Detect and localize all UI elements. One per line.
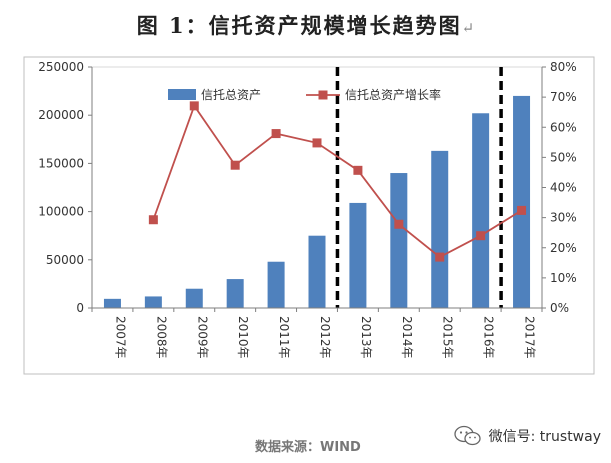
source-note: 数据来源：WIND bbox=[255, 440, 361, 455]
bar-2010年 bbox=[226, 279, 244, 308]
right-tick-label: 80% bbox=[550, 60, 577, 74]
right-tick-label: 60% bbox=[550, 120, 577, 134]
bar-2015年 bbox=[431, 150, 449, 308]
bar-2017年 bbox=[513, 95, 531, 308]
x-tick-label: 2015年 bbox=[441, 316, 455, 359]
x-tick-label: 2017年 bbox=[523, 316, 537, 359]
bar-2014年 bbox=[390, 173, 408, 308]
bar-2007年 bbox=[103, 298, 121, 308]
left-tick-label: 0 bbox=[76, 301, 84, 315]
right-tick-label: 10% bbox=[550, 271, 577, 285]
left-tick-label: 250000 bbox=[38, 60, 84, 74]
axes: 0 50000 100000 150000 200000 250000 0% 10% 20% 30… bbox=[38, 60, 576, 359]
legend-swatch-bar bbox=[168, 89, 196, 100]
bar-2016年 bbox=[472, 113, 490, 308]
x-tick-label: 2011年 bbox=[277, 316, 291, 359]
growth-point-2009年 bbox=[189, 101, 199, 111]
growth-point-2017年 bbox=[517, 205, 527, 215]
x-tick-label: 2008年 bbox=[154, 316, 168, 359]
x-tick-label: 2013年 bbox=[359, 316, 373, 359]
period-dividers bbox=[335, 67, 503, 308]
growth-point-2015年 bbox=[435, 252, 445, 262]
growth-point-2010年 bbox=[230, 160, 240, 170]
bar-2008年 bbox=[144, 296, 162, 308]
growth-point-2012年 bbox=[312, 138, 322, 148]
bar-2009年 bbox=[185, 288, 203, 308]
x-tick-label: 2012年 bbox=[318, 316, 332, 359]
x-tick-label: 2014年 bbox=[400, 316, 414, 359]
legend-label-bar: 信托总资产 bbox=[201, 88, 261, 102]
left-tick-label: 100000 bbox=[38, 205, 84, 219]
left-tick-label: 150000 bbox=[38, 156, 84, 170]
right-tick-label: 40% bbox=[550, 181, 577, 195]
wechat-icon bbox=[453, 425, 481, 446]
growth-point-2008年 bbox=[148, 215, 158, 225]
right-tick-label: 0% bbox=[550, 301, 569, 315]
right-tick-label: 20% bbox=[550, 241, 577, 255]
line-series bbox=[148, 101, 527, 262]
chart-border bbox=[23, 56, 595, 375]
paragraph-mark-icon: ↵ bbox=[461, 19, 475, 37]
page-title-text: 图 1：信托资产规模增长趋势图 bbox=[136, 13, 462, 38]
right-tick-label: 30% bbox=[550, 211, 577, 225]
left-tick-label: 200000 bbox=[38, 108, 84, 122]
left-tick-label: 50000 bbox=[46, 253, 84, 267]
growth-rate-line bbox=[152, 103, 523, 259]
legend: 信托总资产 信托总资产增长率 bbox=[168, 87, 441, 102]
bar-2011年 bbox=[267, 261, 285, 308]
page-title: 图 1：信托资产规模增长趋势图↵ bbox=[0, 10, 611, 40]
right-tick-label: 50% bbox=[550, 150, 577, 164]
growth-point-2016年 bbox=[476, 231, 486, 241]
watermark-text: 微信号: trustway bbox=[488, 429, 601, 445]
x-tick-label: 2007年 bbox=[113, 316, 127, 359]
bar-2012年 bbox=[308, 235, 326, 308]
growth-point-2013年 bbox=[353, 165, 363, 175]
bar-2013年 bbox=[349, 202, 367, 308]
x-tick-label: 2016年 bbox=[482, 316, 496, 359]
legend-label-line: 信托总资产增长率 bbox=[345, 87, 441, 102]
watermark: 微信号: trustway bbox=[453, 424, 601, 448]
legend-swatch-marker bbox=[318, 90, 328, 100]
bar-series bbox=[103, 95, 531, 308]
growth-point-2014年 bbox=[394, 219, 404, 229]
growth-point-2011年 bbox=[271, 129, 281, 139]
right-tick-label: 70% bbox=[550, 90, 577, 104]
x-tick-label: 2010年 bbox=[236, 316, 250, 359]
x-tick-label: 2009年 bbox=[195, 316, 209, 359]
